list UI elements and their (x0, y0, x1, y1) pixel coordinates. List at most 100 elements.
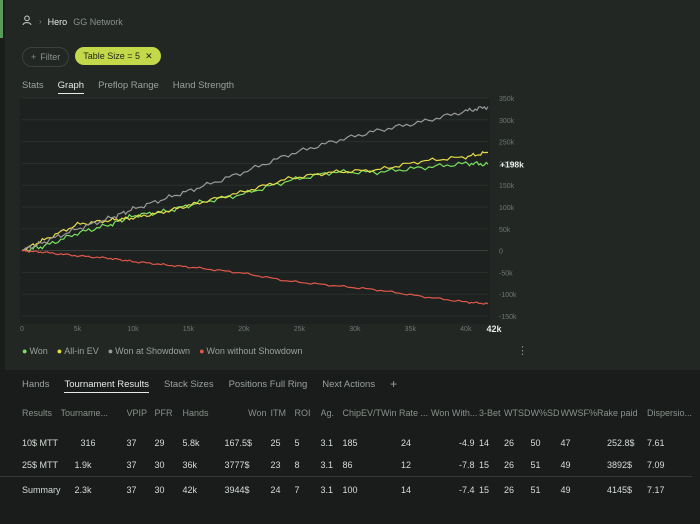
cell-rake-paid: 3892$ (607, 460, 633, 470)
cell-3bet: 14 (479, 438, 490, 448)
col-win-rate[interactable]: Win Rate ... (381, 408, 429, 418)
cell-vpip: 37 (126, 476, 155, 503)
col-3bet[interactable]: 3-Bet (479, 408, 501, 418)
cell-win-rate: 14 (381, 476, 432, 503)
col-rake-paid[interactable]: Rake paid (597, 408, 638, 418)
close-icon[interactable]: ✕ (145, 50, 153, 61)
x-tick-label: 10k (127, 326, 139, 333)
x-tick-label: 25k (294, 326, 306, 333)
y-tick-label: 200k (499, 161, 515, 168)
cell-hands: 5.8k (182, 438, 200, 448)
breadcrumb: › Hero GG Network (22, 15, 123, 28)
table-row[interactable]: 10$ MTT 316 37 29 5.8k 167.5$ 25 5 3.1 1… (0, 432, 692, 454)
legend-all-in-ev-dot-icon: ● (56, 346, 63, 356)
legend-won-at-showdown-dot-icon: ● (107, 346, 114, 356)
user-icon[interactable] (22, 15, 33, 28)
series-all-in-ev-line (21, 150, 489, 252)
col-results[interactable]: Results (22, 408, 53, 418)
legend-won-without-showdown-dot-icon: ● (199, 346, 205, 356)
cell-won-without: -7.4 (431, 476, 480, 503)
window-edge (0, 0, 5, 524)
graph-plot-area (20, 98, 490, 324)
cell-roi: 7 (294, 476, 321, 503)
col-wwsf[interactable]: WWSF% (560, 408, 598, 418)
col-wsd[interactable]: W%SD (530, 408, 560, 418)
results-table: Results Tourname... VPIP PFR Hands Won I… (0, 404, 693, 503)
summary-row[interactable]: Summary 2.3k 37 30 42k 3944$ 24 7 3.1 10… (0, 476, 693, 503)
tab-tournament-results[interactable]: Tournament Results (64, 379, 149, 393)
cell-roi: 5 (294, 438, 300, 448)
legend-won-without-showdown[interactable]: ● Won without Showdown (199, 346, 302, 356)
col-dispersion[interactable]: Dispersio... (647, 408, 693, 418)
col-itm[interactable]: ITM (270, 408, 287, 418)
legend-all-in-ev-label: All-in EV (64, 346, 99, 356)
col-roi[interactable]: ROI (294, 408, 311, 418)
series-won-at-showdown-line (21, 106, 489, 252)
col-hands[interactable]: Hands (182, 408, 209, 418)
cell-wwsf: 49 (560, 460, 571, 470)
legend-won-at-showdown[interactable]: ● Won at Showdown (108, 346, 190, 356)
col-vpip[interactable]: VPIP (126, 408, 148, 418)
cell-won-without: -7.8 (459, 460, 475, 470)
col-ag[interactable]: Ag. (320, 408, 335, 418)
y-tick-label: 250k (499, 140, 515, 147)
y-tick-label: -50k (499, 270, 513, 277)
cell-itm: 23 (270, 460, 281, 470)
legend-won-label: Won (29, 346, 48, 356)
chip-label: Table Size = 5 (83, 51, 141, 61)
cell-wtsd: 26 (504, 460, 515, 470)
spacer (0, 422, 692, 432)
y-tick-label: 50k (499, 227, 511, 234)
table-row[interactable]: 25$ MTT 1.9k 37 30 36k 3777$ 23 8 3.1 86… (0, 454, 692, 477)
add-tab-icon[interactable]: + (390, 377, 398, 391)
tab-hands[interactable]: Hands (22, 379, 50, 390)
legend-all-in-ev[interactable]: ● All-in EV (57, 346, 99, 356)
cell-won: 3944$ (220, 476, 271, 503)
cell-wtsd: 26 (504, 438, 515, 448)
tab-stack-sizes[interactable]: Stack Sizes (163, 379, 214, 390)
cell-won: 3777$ (224, 460, 250, 470)
tab-hand-strength[interactable]: Hand Strength (172, 80, 235, 91)
cell-wwsf: 49 (560, 476, 598, 503)
x-tick-label: 20k (238, 326, 250, 333)
cell-tournaments: 2.3k (60, 476, 127, 503)
tab-graph[interactable]: Graph (57, 80, 85, 94)
tab-stats[interactable]: Stats (22, 80, 44, 91)
more-options-icon[interactable]: ⋮ (517, 345, 528, 357)
cell-results: 10$ MTT (22, 438, 59, 448)
x-end-label: 42k (486, 324, 502, 334)
breadcrumb-hero[interactable]: Hero (47, 16, 68, 27)
view-tabs: Stats Graph Preflop Range Hand Strength (22, 80, 234, 94)
breadcrumb-network[interactable]: GG Network (73, 16, 123, 27)
col-wtsd[interactable]: WTSD (504, 408, 531, 418)
col-won-without[interactable]: Won With... (431, 408, 478, 418)
table-size-chip[interactable]: Table Size = 5 ✕ (75, 47, 161, 65)
legend-won[interactable]: ● Won (22, 346, 48, 356)
cell-wsd: 51 (530, 460, 541, 470)
y-tick-label: 0 (499, 249, 503, 256)
x-tick-label: 5k (74, 326, 82, 333)
plus-icon: + (31, 52, 37, 62)
cell-wsd: 50 (530, 438, 541, 448)
results-panel: Hands Tournament Results Stack Sizes Pos… (0, 370, 700, 524)
cell-won-without: -4.9 (459, 438, 475, 448)
y-tick-label: 350k (499, 96, 515, 103)
col-won[interactable]: Won (248, 408, 267, 418)
cell-roi: 8 (294, 460, 300, 470)
cell-results: Summary (0, 476, 61, 503)
col-pfr[interactable]: PFR (154, 408, 173, 418)
cell-ag: 3.1 (320, 476, 343, 503)
cell-vpip: 37 (126, 438, 137, 448)
col-tournaments[interactable]: Tourname... (60, 408, 109, 418)
tab-next-actions[interactable]: Next Actions (322, 379, 376, 390)
cell-itm: 24 (270, 476, 295, 503)
cell-dispersion: 7.17 (647, 476, 693, 503)
x-tick-label: 0 (20, 326, 24, 333)
tab-preflop-range[interactable]: Preflop Range (98, 80, 159, 91)
cell-pfr: 30 (154, 476, 183, 503)
col-chipev[interactable]: ChipEV/T (342, 408, 382, 418)
end-value-label: +198k (500, 159, 524, 169)
filter-label: Filter (40, 52, 61, 62)
tab-positions-full-ring[interactable]: Positions Full Ring (228, 379, 308, 390)
filter-button[interactable]: + Filter (22, 47, 70, 67)
